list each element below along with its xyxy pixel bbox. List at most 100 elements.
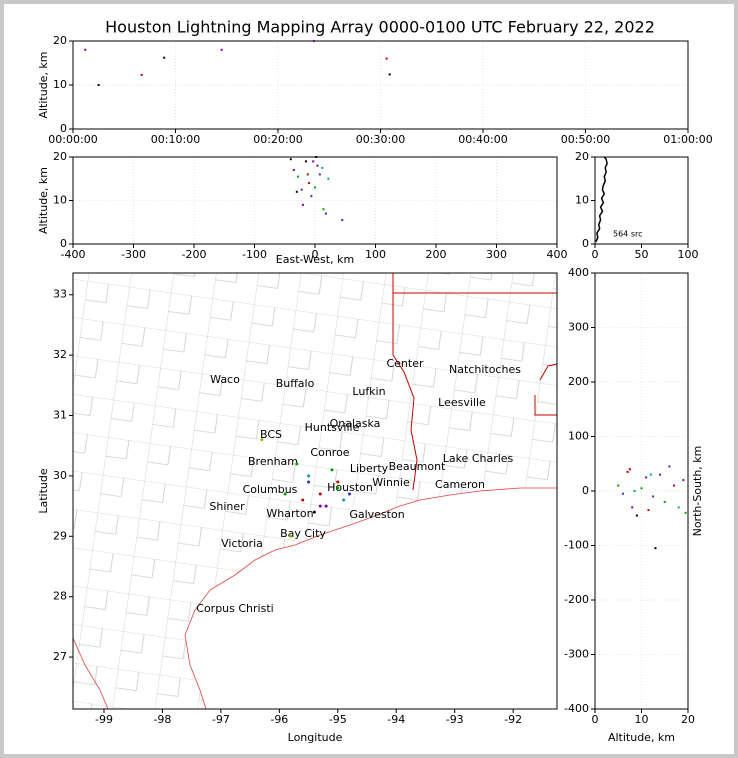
source-point <box>342 498 346 502</box>
source-point <box>330 468 334 472</box>
x-tick-label: -400 <box>61 248 86 261</box>
axes-frame <box>72 272 558 710</box>
source-point <box>292 169 295 172</box>
x-tick-label: 00:50:00 <box>561 133 610 146</box>
x-axis-label: East-West, km <box>276 253 354 266</box>
city-label: Houston <box>327 481 373 494</box>
source-point <box>649 473 652 476</box>
y-tick-label: 32 <box>53 348 67 361</box>
x-tick-label: -93 <box>446 713 464 726</box>
coastline <box>184 487 557 709</box>
map-base <box>73 273 557 709</box>
x-axis-label: Longitude <box>288 731 343 744</box>
x-tick-label: 00:00:00 <box>48 133 97 146</box>
x-tick-label: 20 <box>681 713 695 726</box>
city-label: Winnie <box>372 476 410 489</box>
panel: 0 50 100 0 10 20 564 src <box>575 150 699 261</box>
city-label: Galveston <box>349 508 404 521</box>
source-point <box>301 498 305 502</box>
source-point <box>647 509 650 512</box>
city-label: Lufkin <box>352 385 385 398</box>
city-label: BCS <box>260 428 282 441</box>
coastline-mexico <box>73 637 109 709</box>
source-point <box>626 470 629 473</box>
source-point <box>295 190 298 193</box>
city-label: Waco <box>210 373 240 386</box>
source-point <box>295 462 299 466</box>
city-label: Onalaska <box>330 417 381 430</box>
source-point <box>663 500 666 503</box>
source-point <box>220 48 223 51</box>
x-tick-label: -100 <box>242 248 267 261</box>
panel: 0 10 20 -400 -300 -200 -100 0 100 200 300 400 Altitu… <box>564 266 704 744</box>
source-point <box>388 73 391 76</box>
annotation: 564 src <box>613 230 643 239</box>
x-tick-label: 0 <box>312 248 319 261</box>
x-tick-label: 00:40:00 <box>458 133 507 146</box>
x-tick-label: -97 <box>212 713 230 726</box>
source-point <box>635 514 638 517</box>
x-tick-label: 0 <box>592 248 599 261</box>
source-point <box>341 219 344 222</box>
city-label: Columbus <box>243 483 298 496</box>
y-tick-label: 10 <box>575 194 589 207</box>
source-point <box>318 492 322 496</box>
x-tick-label: 100 <box>365 248 386 261</box>
source-point <box>318 173 321 176</box>
source-point <box>301 203 304 206</box>
y-tick-label: 20 <box>575 150 589 163</box>
city-label: Leesville <box>438 396 486 409</box>
y-tick-label: 100 <box>568 430 589 443</box>
source-point <box>347 492 351 496</box>
city-label: Cameron <box>435 478 485 491</box>
y-tick-label: 10 <box>53 194 67 207</box>
x-tick-label: -94 <box>387 713 405 726</box>
y-tick-label: 0 <box>582 237 589 250</box>
city-label: Center <box>386 357 424 370</box>
source-point <box>316 164 319 167</box>
x-tick-label: 00:30:00 <box>356 133 405 146</box>
x-tick-label: -200 <box>182 248 207 261</box>
y-tick-label: 20 <box>53 150 67 163</box>
city-label: Brenham <box>248 455 298 468</box>
y-tick-label: 0 <box>60 122 67 135</box>
source-point <box>289 158 292 161</box>
source-point <box>300 188 303 191</box>
x-tick-label: -92 <box>504 713 522 726</box>
source-point <box>654 547 657 550</box>
x-tick-label: -98 <box>153 713 171 726</box>
x-tick-label: 00:20:00 <box>253 133 302 146</box>
panel: -400 -300 -200 -100 0 100 200 300 400 0 10 20 East-W… <box>37 150 568 266</box>
city-label: Shiner <box>209 500 245 513</box>
source-point <box>307 480 311 484</box>
altitude-profile <box>595 156 608 243</box>
source-point <box>324 504 328 508</box>
panel: 00:00:00 00:10:00 00:20:00 00:30:00 00:40:00… <box>37 34 713 146</box>
source-point <box>640 487 643 490</box>
y-tick-label: -200 <box>564 593 589 606</box>
y-tick-label: -400 <box>564 702 589 715</box>
source-point <box>327 177 330 180</box>
axes-frame <box>594 156 689 245</box>
source-point <box>324 212 327 215</box>
y-tick-label: 300 <box>568 321 589 334</box>
y-axis-label: Latitude <box>37 468 50 514</box>
source-point <box>312 510 316 514</box>
x-tick-label: 200 <box>426 248 447 261</box>
x-tick-label: 50 <box>635 248 649 261</box>
source-point <box>307 474 311 478</box>
y-tick-label: 27 <box>53 650 67 663</box>
source-point <box>336 480 340 484</box>
y-axis-label: Altitude, km <box>37 51 50 118</box>
source-point <box>684 511 687 514</box>
source-point <box>645 476 648 479</box>
source-point <box>97 84 100 86</box>
city-label: Natchitoches <box>449 363 521 376</box>
y-tick-label: 400 <box>568 266 589 279</box>
source-point <box>140 73 143 76</box>
source-point <box>668 465 671 468</box>
state-border <box>393 292 557 416</box>
y-tick-label: -300 <box>564 648 589 661</box>
city-label: Victoria <box>221 537 263 550</box>
x-tick-label: -96 <box>270 713 288 726</box>
